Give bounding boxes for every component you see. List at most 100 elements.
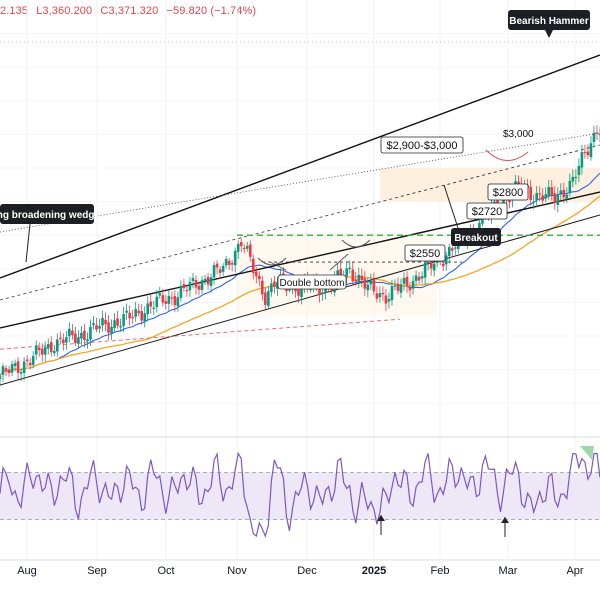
candle-body [372,279,376,292]
candle-body [411,280,415,289]
candle-body [59,337,62,339]
candle-body [577,165,581,175]
candle-body [450,248,454,251]
candle-body [420,276,424,279]
double-bottom-arc-2 [341,239,371,248]
candle-body [125,310,128,313]
candle-body [393,285,397,287]
candle-body [179,285,183,298]
candle-body [318,286,321,296]
candle-body [167,295,171,304]
candle-body [493,201,496,204]
candle-body [7,369,11,374]
zone-label: $2,900-$3,000 [387,140,458,152]
candle-body [98,326,101,329]
candle-body [236,244,240,252]
candle-body [248,244,252,257]
candle-body [405,276,409,286]
candle-body [300,286,303,298]
candle-body [321,292,324,294]
candle-body [52,350,56,354]
candle-body [83,330,86,341]
rsi-up-arrow-head-1 [377,515,385,521]
candle-body [224,258,228,266]
candle-body [185,290,189,292]
candle-body [28,362,32,366]
candle-body [399,284,403,293]
candle-body [580,152,584,168]
candle-body [357,274,361,283]
candle-body [116,318,119,326]
candle-body [441,263,445,267]
candle-body [544,194,548,199]
x-tick-label: 2025 [362,565,386,577]
candle-body [80,332,83,339]
candle-body [348,267,352,269]
x-axis-ticks: Aug Sep Oct Nov Dec 2025 Feb Mar Apr [17,565,584,577]
x-tick-label: Apr [566,565,583,577]
ohlc-low: L3,360.200 [36,5,93,17]
candle-body [71,330,74,336]
candle-body [113,320,116,328]
candle-body [10,364,14,373]
candle-body [369,280,373,285]
candle-body [182,284,186,289]
candle-body [107,322,110,333]
candle-body [257,275,261,280]
candle-body [110,326,113,334]
candle-body [68,328,71,337]
candle-body [0,376,2,380]
candle-body [264,292,267,305]
candle-body [218,269,222,273]
candle-body [517,181,520,186]
candle-body [242,247,246,249]
candle-body [55,339,59,352]
level-2800-label: $2800 [493,187,524,199]
candle-body [583,151,587,154]
candle-body [273,281,276,287]
x-tick-label: Oct [157,565,174,577]
rsi-green-arrow [580,446,594,460]
candle-body [74,333,77,344]
candle-body [43,346,47,355]
ohlc-header: 2.135 L3,360.200 C3,371.320 −59.820 (−1.… [0,5,261,17]
candle-body [384,295,388,304]
candle-body [568,180,572,193]
x-tick-label: Dec [297,565,317,577]
candle-body [309,288,312,291]
candle-body [592,132,596,142]
candle-body [532,201,535,203]
candle-body [354,279,358,282]
bearish-hammer-label: Bearish Hammer [509,16,589,27]
wedge-label-pointer [25,223,31,263]
candle-body [86,339,89,342]
bearish-hammer-label-box [508,10,590,30]
ohlc-change: −59.820 (−1.74%) [166,5,257,17]
candle-body [598,133,600,136]
candle-body [92,323,95,326]
candle-body [137,310,140,314]
x-tick-label: Mar [499,565,518,577]
candle-body [426,261,430,264]
candle-body [414,275,418,282]
ohlc-close: C3,371.320 [100,5,159,17]
bearish-hammer-pointer [545,30,553,38]
double-bottom-pointer-2 [329,253,349,271]
candle-body [161,295,165,303]
candle-body [288,289,291,291]
candle-body [4,368,8,371]
candle-body [378,293,382,298]
candle-body [559,190,563,194]
wedge-upper-line [0,54,600,279]
candle-body [396,283,400,291]
candle-body [227,260,231,265]
level-2720-label-box [466,202,508,220]
wedge-label: ing broadening wedge [0,210,100,221]
x-tick-label: Aug [17,565,37,577]
candle-body [390,286,394,301]
candle-body [233,250,237,266]
candle-body [565,194,569,200]
candle-body [173,296,177,306]
candle-body [16,361,20,373]
candle-body [267,291,270,306]
